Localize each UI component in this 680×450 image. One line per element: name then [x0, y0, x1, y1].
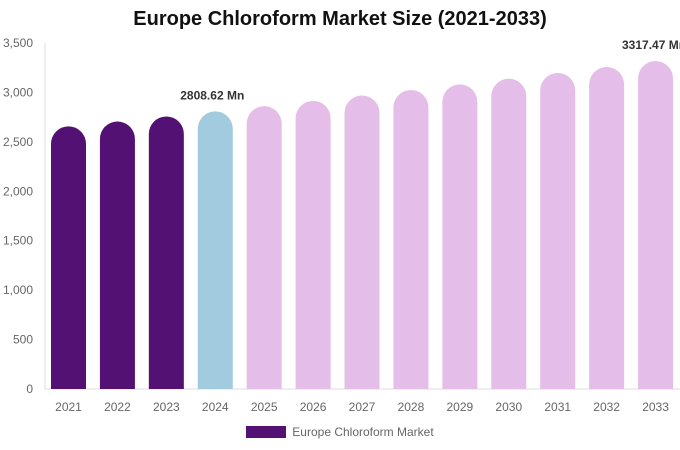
- legend-label: Europe Chloroform Market: [292, 425, 434, 439]
- bar-2022: [99, 121, 135, 390]
- legend-swatch: [246, 426, 287, 438]
- x-tick-label: 2029: [447, 400, 474, 414]
- x-tick-label: 2023: [153, 400, 180, 414]
- y-tick-label: 3,000: [3, 85, 33, 99]
- x-tick-label: 2021: [55, 400, 82, 414]
- y-tick-label: 2,000: [3, 184, 33, 198]
- bar-2032: [589, 67, 625, 390]
- y-tick-label: 1,500: [3, 234, 33, 248]
- chart-title: Europe Chloroform Market Size (2021-2033…: [133, 8, 547, 30]
- data-label: 3317.47 Mn: [622, 38, 680, 52]
- y-tick-label: 500: [13, 333, 33, 347]
- x-tick-label: 2026: [300, 400, 327, 414]
- bar-2023: [148, 116, 184, 389]
- x-tick-label: 2024: [202, 400, 229, 414]
- bar-2027: [344, 95, 380, 390]
- bar-2026: [295, 100, 331, 390]
- bar-2028: [393, 89, 429, 389]
- y-tick-label: 0: [26, 382, 33, 396]
- x-tick-label: 2032: [593, 400, 620, 414]
- x-tick-label: 2027: [349, 400, 376, 414]
- x-tick-label: 2031: [544, 400, 571, 414]
- bar-2029: [442, 84, 478, 389]
- bar-2033: [638, 61, 674, 389]
- legend: Europe Chloroform Market: [0, 425, 680, 439]
- x-tick-label: 2028: [398, 400, 425, 414]
- x-tick-label: 2030: [495, 400, 522, 414]
- y-tick-label: 2,500: [3, 135, 33, 149]
- y-tick-label: 1,000: [3, 283, 33, 297]
- x-tick-label: 2033: [642, 400, 669, 414]
- x-tick-label: 2022: [104, 400, 131, 414]
- bar-2025: [246, 106, 282, 389]
- y-tick-label: 3,500: [3, 36, 33, 50]
- data-label: 2808.62 Mn: [180, 88, 244, 102]
- bar-2030: [491, 78, 527, 390]
- bar-2024: [197, 111, 233, 389]
- bar-2031: [540, 72, 576, 390]
- x-tick-label: 2025: [251, 400, 278, 414]
- bar-2021: [51, 126, 86, 390]
